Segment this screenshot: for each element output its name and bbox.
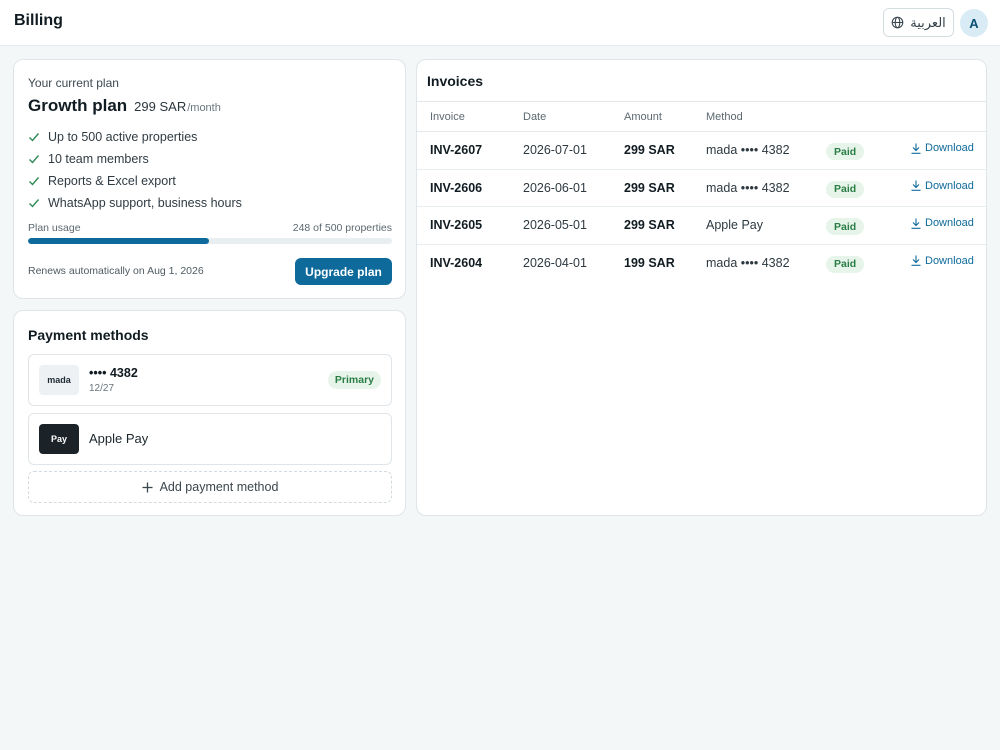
avatar[interactable]: A — [960, 9, 988, 37]
invoice-method: mada •••• 4382 — [706, 255, 790, 270]
download-label: Download — [925, 142, 974, 154]
invoice-method: mada •••• 4382 — [706, 180, 790, 195]
invoice-amount: 299 SAR — [624, 180, 675, 195]
payment-method-number: •••• 4382 — [89, 366, 138, 380]
language-switch-button[interactable]: العربية — [883, 8, 954, 37]
invoice-date: 2026-07-01 — [523, 143, 587, 157]
plan-usage-progress-fill — [28, 238, 209, 244]
plan-usage-label: Plan usage — [28, 222, 81, 234]
payment-methods-card: Payment methods mada •••• 4382 12/27 Pri… — [13, 310, 406, 516]
apple-pay-logo-icon: Pay — [39, 424, 79, 454]
payment-method-name: Apple Pay — [89, 431, 149, 446]
plan-feature-label: Reports & Excel export — [48, 174, 176, 188]
column-header-method: Method — [706, 111, 743, 123]
download-invoice-link[interactable]: Download — [911, 255, 974, 267]
invoice-amount: 199 SAR — [624, 255, 675, 270]
invoice-amount: 299 SAR — [624, 143, 675, 157]
plan-usage-progress-bar — [28, 238, 392, 244]
plan-feature-item: 10 team members — [28, 148, 242, 170]
invoice-row: INV-2605 2026-05-01 299 SAR Apple Pay Pa… — [417, 207, 986, 245]
download-icon — [911, 180, 921, 191]
invoice-status-badge: Paid — [826, 143, 865, 160]
payment-method-mada[interactable]: mada •••• 4382 12/27 Primary — [28, 354, 392, 406]
renewal-text: Renews automatically on Aug 1, 2026 — [28, 265, 204, 277]
globe-icon — [891, 16, 904, 29]
plus-icon — [142, 482, 153, 492]
plan-usage-value: 248 of 500 properties — [292, 222, 392, 234]
current-plan-label: Your current plan — [28, 76, 119, 90]
invoice-id: INV-2606 — [430, 180, 483, 195]
download-invoice-link[interactable]: Download — [911, 142, 974, 154]
check-icon — [29, 155, 40, 164]
invoice-status-badge: Paid — [826, 180, 865, 198]
plan-usage-row: Plan usage 248 of 500 properties — [28, 222, 392, 234]
download-label: Download — [925, 254, 974, 267]
invoice-date: 2026-06-01 — [523, 180, 587, 195]
column-header-date: Date — [523, 111, 547, 123]
invoices-table-header: Invoice Date Amount Method — [417, 101, 986, 132]
add-payment-method-label: Add payment method — [159, 480, 279, 494]
invoice-id: INV-2604 — [430, 255, 483, 270]
upgrade-plan-button[interactable]: Upgrade plan — [295, 258, 392, 285]
plan-price: 299 SAR — [134, 99, 187, 114]
top-bar: Billing العربية A — [0, 0, 1000, 46]
download-icon — [911, 255, 921, 266]
add-payment-method-button[interactable]: Add payment method — [28, 471, 392, 503]
plan-period: /month — [187, 102, 221, 114]
current-plan-card: Your current plan Growth plan 299 SAR /m… — [13, 59, 406, 299]
invoice-status-badge: Paid — [826, 255, 865, 273]
download-invoice-link[interactable]: Download — [911, 180, 974, 192]
plan-feature-item: WhatsApp support, business hours — [28, 192, 242, 214]
invoice-row: INV-2604 2026-04-01 199 SAR mada •••• 43… — [417, 245, 986, 283]
invoice-method: mada •••• 4382 — [706, 143, 790, 157]
download-label: Download — [925, 217, 974, 229]
check-icon — [29, 177, 40, 186]
plan-features-list: Up to 500 active properties 10 team memb… — [28, 126, 242, 214]
download-icon — [911, 218, 921, 229]
invoice-date: 2026-04-01 — [523, 255, 587, 270]
plan-feature-item: Reports & Excel export — [28, 170, 242, 192]
invoice-id: INV-2607 — [430, 143, 483, 157]
invoices-card: Invoices Invoice Date Amount Method INV-… — [416, 59, 987, 516]
plan-feature-label: 10 team members — [48, 152, 149, 166]
plan-heading: Growth plan 299 SAR /month — [28, 96, 221, 116]
plan-feature-label: WhatsApp support, business hours — [48, 196, 242, 210]
plan-name: Growth plan — [28, 96, 128, 115]
mada-logo-icon: mada — [39, 365, 79, 395]
download-icon — [911, 143, 921, 154]
payment-method-expiry: 12/27 — [89, 383, 115, 394]
payment-method-apple-pay[interactable]: Pay Apple Pay — [28, 413, 392, 465]
column-header-invoice: Invoice — [430, 111, 465, 123]
column-header-amount: Amount — [624, 111, 662, 123]
plan-feature-item: Up to 500 active properties — [28, 126, 242, 148]
invoice-row: INV-2607 2026-07-01 299 SAR mada •••• 43… — [417, 132, 986, 170]
invoice-row: INV-2606 2026-06-01 299 SAR mada •••• 43… — [417, 170, 986, 207]
download-label: Download — [925, 179, 974, 192]
invoice-status-badge: Paid — [826, 218, 865, 235]
check-icon — [29, 199, 40, 208]
invoice-date: 2026-05-01 — [523, 218, 587, 232]
primary-badge: Primary — [327, 371, 381, 389]
invoice-amount: 299 SAR — [624, 218, 675, 232]
check-icon — [29, 133, 40, 142]
language-label: العربية — [910, 14, 946, 30]
page-title: Billing — [14, 12, 63, 29]
plan-feature-label: Up to 500 active properties — [48, 130, 198, 144]
invoice-method: Apple Pay — [706, 218, 763, 232]
payment-methods-title: Payment methods — [28, 327, 149, 343]
invoices-title: Invoices — [427, 73, 484, 89]
download-invoice-link[interactable]: Download — [911, 217, 974, 229]
invoice-id: INV-2605 — [430, 218, 483, 232]
